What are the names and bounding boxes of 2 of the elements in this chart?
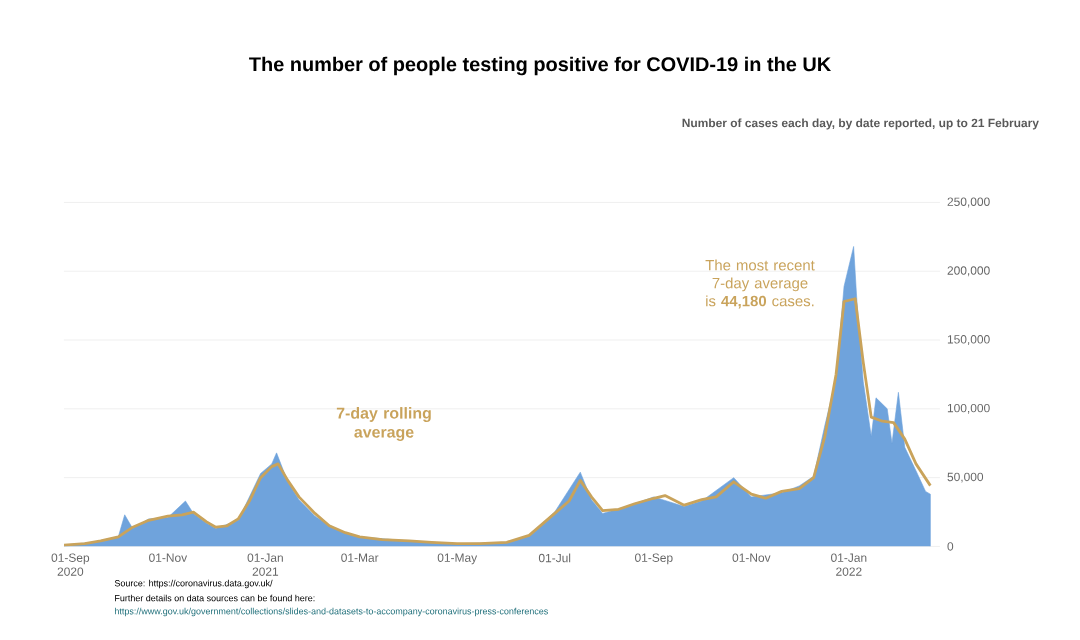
chart-title: The number of people testing positive for COVID-19 in the UK bbox=[249, 56, 831, 76]
line-series bbox=[63, 297, 932, 547]
